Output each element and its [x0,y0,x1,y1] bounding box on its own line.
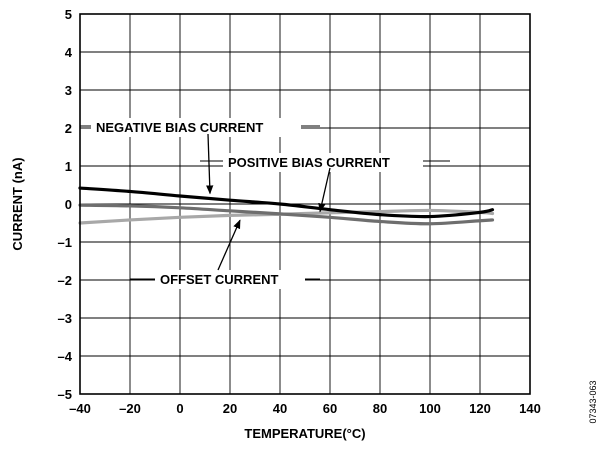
annotation-positive-bias-current: POSITIVE BIAS CURRENT [200,153,450,213]
x-tick-label: 80 [373,401,387,416]
y-tick-label: 0 [65,197,72,212]
annotation-label: NEGATIVE BIAS CURRENT [96,120,263,135]
series-line-positive-bias-current [78,203,495,226]
annotation-offset-current: OFFSET CURRENT [130,219,320,289]
y-tick-label: –4 [58,349,73,364]
figure-id: 07343-063 [588,380,598,423]
annotation-background [155,270,305,289]
x-tick-label: 20 [223,401,237,416]
x-tick-label: 60 [323,401,337,416]
series-line-negative-bias-current [78,186,495,219]
plot-frame [79,13,531,395]
annotation-arrow [318,167,331,213]
x-tick-label: 100 [419,401,441,416]
x-tick-label: 120 [469,401,491,416]
annotation-label: OFFSET CURRENT [160,272,279,287]
x-tick-label: –20 [119,401,141,416]
y-tick-label: 3 [65,83,72,98]
x-tick-label: 0 [176,401,183,416]
y-tick-label: –5 [58,387,72,402]
y-tick-label: 5 [65,7,72,22]
annotation-negative-bias-current: NEGATIVE BIAS CURRENT [80,118,320,195]
y-tick-label: –1 [58,235,72,250]
y-tick-label: 2 [65,121,72,136]
y-tick-label: –2 [58,273,72,288]
annotation-label: POSITIVE BIAS CURRENT [228,155,390,170]
y-tick-label: 4 [65,45,73,60]
y-tick-label: –3 [58,311,72,326]
x-tick-label: –40 [69,401,91,416]
y-axis-title: CURRENT (nA) [10,157,25,250]
x-tick-label: 40 [273,401,287,416]
series-layer [78,186,495,226]
tick-labels: –40 –20 0 20 40 60 80 100 120 140 5 4 3 2 1 0 –1 –2 –3 –4 –5 [58,7,541,416]
x-tick-label: 140 [519,401,541,416]
annotation-background [223,153,423,172]
y-tick-label: 1 [65,159,72,174]
grid [80,14,530,394]
annotation-background [91,118,301,137]
annotation-arrow [217,219,241,271]
annotation-layer: NEGATIVE BIAS CURRENT POSITIVE BIAS CURRE… [80,118,450,289]
annotation-arrow [206,133,214,195]
series-line-offset-current [78,208,495,225]
x-axis-title: TEMPERATURE(°C) [244,426,365,441]
